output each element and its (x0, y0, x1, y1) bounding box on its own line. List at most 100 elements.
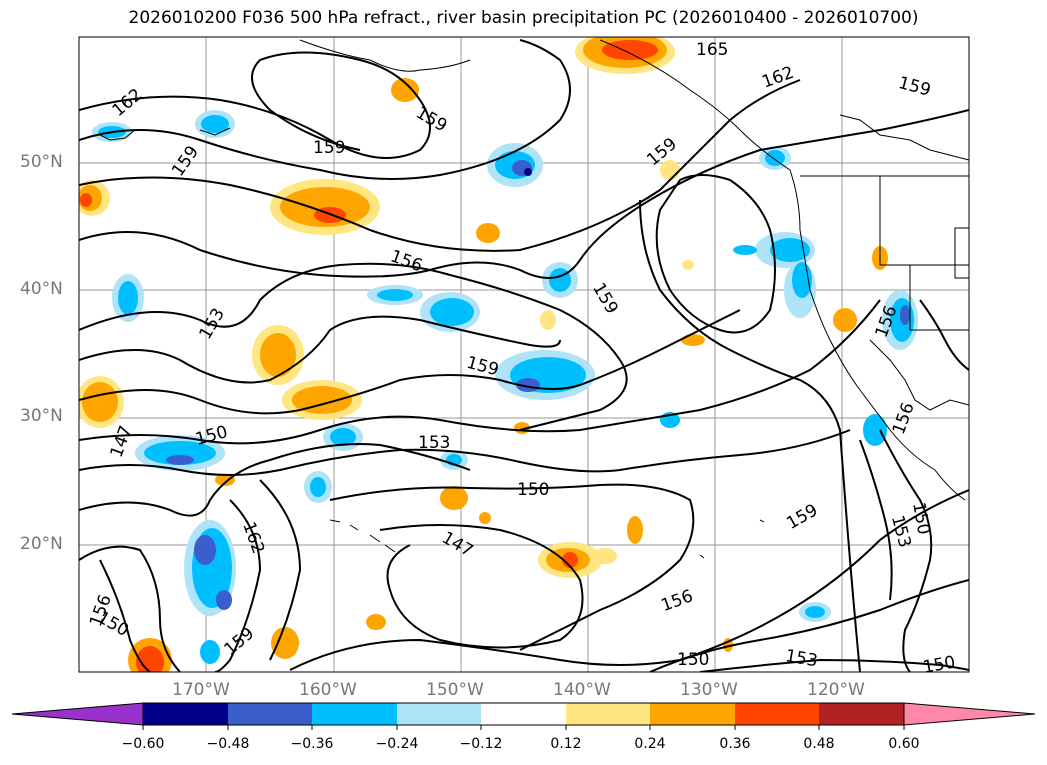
pos-patch (681, 334, 705, 346)
canada-border (839, 114, 969, 161)
neg-patch (310, 477, 326, 497)
neg-patch (216, 590, 232, 610)
contour-label: 150 (677, 650, 709, 670)
contour-159e (259, 479, 302, 661)
colorbar-tick-label: −0.60 (121, 736, 165, 752)
neg-patch (733, 245, 757, 255)
coastlines (99, 39, 969, 559)
map-title: 2026010200 F036 500 hPa refract., river … (128, 8, 919, 28)
pos-patch (476, 223, 500, 243)
neg-patch (770, 238, 810, 262)
pos-patch (280, 187, 370, 227)
contour-147 (79, 443, 471, 517)
contour-150 (79, 299, 881, 445)
colorbar-tick-label: −0.12 (459, 736, 503, 752)
colorbar-extend-high (903, 702, 1036, 726)
pos-patch (260, 333, 296, 377)
lat-label-50n: 50°N (20, 152, 63, 172)
colorbar-bin (650, 703, 735, 725)
colorbar-bin (566, 703, 650, 725)
contour-label: 165 (696, 40, 728, 60)
pos-patch (82, 382, 118, 422)
contour-156c (649, 579, 969, 672)
contour-153 (79, 262, 628, 431)
neg-patch (430, 298, 474, 326)
contour-label: 159 (313, 138, 345, 158)
colorbar-bin (143, 703, 228, 725)
colorbar-tick-label: −0.36 (290, 736, 334, 752)
colorbar-tick-label: 0.12 (550, 736, 582, 752)
colorbar-bin (481, 703, 566, 725)
neg-patch (200, 640, 220, 664)
neg-patch (524, 168, 532, 176)
contour-156d (919, 299, 969, 371)
lat-label-20n: 20°N (20, 534, 63, 554)
contour-159g (639, 199, 861, 672)
pos-patch (562, 552, 578, 568)
state-borders (879, 176, 969, 266)
lon-label-170w: 170°W (172, 680, 230, 700)
pos-patch (366, 614, 386, 630)
pos-patch (292, 386, 352, 414)
map-plot-area: 165 162 162 159 159 159 159 159 159 159 … (79, 37, 969, 677)
pos-patch (627, 516, 643, 544)
neg-patch (201, 115, 229, 133)
pos-patch (540, 310, 556, 330)
pos-patch (682, 260, 694, 270)
aleutian-islands (99, 127, 231, 141)
lon-label-130w: 130°W (680, 680, 738, 700)
colorbar-tick-label: 0.48 (803, 736, 835, 752)
positive-anomaly-patches (79, 37, 888, 672)
contour-156 (79, 109, 969, 279)
colorbar-tick-label: 0.36 (719, 736, 751, 752)
contour-150c (879, 429, 933, 672)
pos-patch (602, 40, 658, 60)
neg-patch (792, 262, 812, 298)
neg-patch (330, 428, 356, 446)
contour-label: 150 (517, 480, 549, 500)
lat-label-40n: 40°N (20, 279, 63, 299)
neg-patch (118, 281, 138, 315)
pos-patch (215, 474, 235, 486)
neg-patch (377, 289, 413, 301)
colorbar-bin (312, 703, 397, 725)
neg-patch (166, 455, 194, 465)
colorbar-tick-label: −0.24 (375, 736, 419, 752)
colorbar (11, 702, 1036, 730)
neg-patch (805, 606, 825, 618)
contour-label: 150 (922, 652, 957, 677)
neg-patch (765, 150, 785, 166)
contour-153c (99, 559, 151, 672)
contour-label: 153 (418, 433, 450, 453)
neg-patch (863, 414, 887, 446)
pos-patch (479, 512, 491, 524)
pos-patch (593, 548, 617, 564)
contour-159c (79, 315, 561, 384)
contour-162c (655, 174, 776, 334)
lon-label-140w: 140°W (553, 680, 611, 700)
north-america-coast (599, 39, 966, 501)
colorbar-tick-label: −0.48 (206, 736, 250, 752)
contour-162b (214, 499, 262, 672)
contour-156b (79, 545, 181, 672)
contour-147b (379, 524, 584, 649)
contour-162 (79, 51, 431, 159)
small-islands (699, 519, 765, 559)
lat-label-30n: 30°N (20, 406, 63, 426)
colorbar-extend-low (11, 702, 144, 726)
contour-153b (79, 429, 851, 476)
pos-patch (440, 486, 468, 510)
lon-label-120w: 120°W (807, 680, 865, 700)
plot-frame (78, 36, 970, 673)
colorbar-bin (819, 703, 904, 725)
pos-patch (80, 193, 92, 207)
colorbar-tick-label: 0.24 (634, 736, 666, 752)
contour-153e (859, 439, 893, 601)
pos-patch (391, 78, 419, 102)
pos-patch (271, 627, 299, 659)
lon-label-150w: 150°W (426, 680, 484, 700)
colorbar-bin (397, 703, 481, 725)
contour-159 (79, 39, 571, 180)
hawaii-islands (329, 519, 396, 553)
